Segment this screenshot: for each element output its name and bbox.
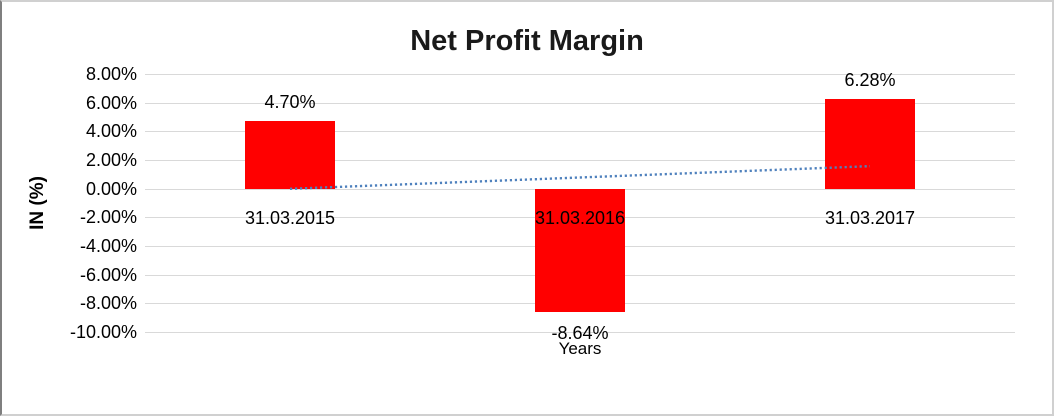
y-tick-label: 4.00% bbox=[85, 121, 137, 142]
y-tick-label: 8.00% bbox=[85, 64, 137, 84]
x-axis-title: Years bbox=[558, 339, 602, 358]
bar-31.03.2016 bbox=[535, 188, 625, 313]
y-tick-label: 2.00% bbox=[85, 150, 137, 170]
bar-data-label: 6.28% bbox=[844, 69, 896, 90]
bar-31.03.2017 bbox=[825, 98, 915, 189]
x-category-label: 31.03.2016 bbox=[534, 208, 626, 228]
y-tick-label: -2.00% bbox=[79, 207, 137, 228]
gridline bbox=[145, 332, 1015, 333]
gridline bbox=[145, 160, 1015, 161]
y-tick-label: -6.00% bbox=[79, 264, 137, 285]
chart-title: Net Profit Margin bbox=[410, 25, 644, 57]
bar-data-label: -8.64% bbox=[551, 322, 609, 343]
y-tick-label: -4.00% bbox=[79, 236, 137, 256]
y-tick-label: -10.00% bbox=[69, 322, 137, 342]
gridline bbox=[145, 103, 1015, 104]
gridline bbox=[145, 74, 1015, 75]
gridline bbox=[145, 131, 1015, 132]
y-tick-label: 0.00% bbox=[85, 178, 137, 199]
bar-data-label: 4.70% bbox=[264, 92, 316, 113]
x-category-label: 31.03.2015 bbox=[244, 208, 336, 228]
x-category-label: 31.03.2017 bbox=[824, 208, 916, 228]
bar-31.03.2015 bbox=[245, 121, 335, 189]
y-tick-label: -8.00% bbox=[79, 293, 137, 314]
trendline-path bbox=[289, 164, 871, 191]
y-tick-label: 6.00% bbox=[85, 92, 137, 113]
